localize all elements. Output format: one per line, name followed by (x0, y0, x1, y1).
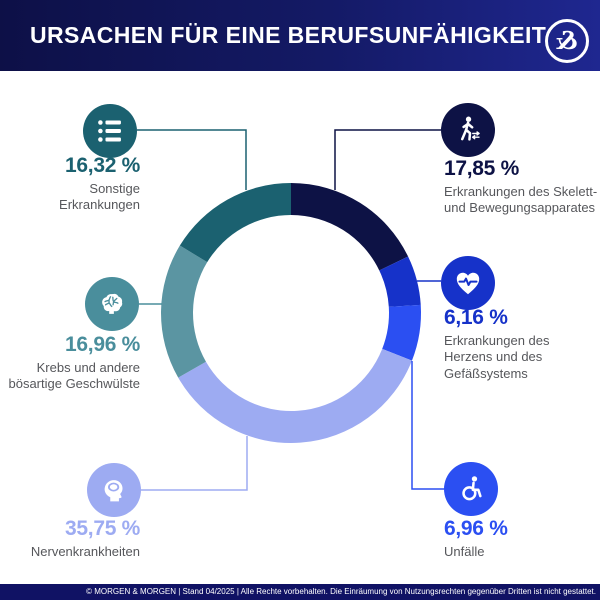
connector-line-unfaelle (411, 361, 444, 490)
percentage-value: 35,75 % (65, 517, 140, 540)
callout-skelett: 17,85 % Erkrankungen des Skelett- und Be… (444, 157, 600, 217)
connector-line-sonstige (137, 129, 247, 190)
head-silhouette-icon (87, 463, 141, 517)
percentage-value: 6,96 % (444, 517, 508, 540)
brain-icon (85, 277, 139, 331)
footer-text: © MORGEN & MORGEN | Stand 04/2025 | Alle… (86, 587, 596, 596)
callout-herz: 6,16 % Erkrankungen des Herzens und des … (444, 306, 600, 382)
percentage-value: 16,32 % (65, 154, 140, 177)
heart-pulse-icon (441, 256, 495, 310)
walking-person-icon-glyph (461, 116, 480, 141)
percentage-label: Sonstige Erkrankungen (59, 181, 140, 213)
percentage-value: 6,16 % (444, 306, 508, 329)
callout-krebs: 16,96 % Krebs und andere bösartige Gesch… (0, 333, 140, 393)
wheelchair-icon (444, 462, 498, 516)
connector-line-nerven (141, 436, 248, 491)
list-icon-glyph (98, 120, 121, 142)
callout-nervenkrankheiten: 35,75 % Nervenkrankheiten (0, 517, 140, 560)
donut-segment-herz (379, 256, 421, 307)
percentage-label: Krebs und andere bösartige Geschwülste (8, 360, 140, 392)
donut-segment-skelett (291, 183, 409, 271)
donut-segment-unfaelle (382, 304, 422, 361)
donut-segment-nerven (178, 348, 412, 443)
percentage-label: Nervenkrankheiten (30, 544, 140, 560)
head-silhouette-icon-glyph (104, 480, 123, 502)
connector-line-skelett (334, 129, 441, 190)
donut-segment-krebs (161, 245, 208, 378)
header-bar: URSACHEN FÜR EINE BERUFSUNFÄHIGKEIT & (0, 0, 600, 71)
callout-sonstige-erkrankungen: 16,32 % Sonstige Erkrankungen (0, 154, 140, 214)
percentage-label: Unfälle (444, 544, 485, 560)
page-title: URSACHEN FÜR EINE BERUFSUNFÄHIGKEIT (30, 22, 547, 48)
percentage-label: Erkrankungen des Herzens und des Gefäßsy… (444, 333, 550, 381)
morgen-morgen-logo: & (545, 19, 589, 63)
callout-unfaelle: 6,96 % Unfälle (444, 517, 600, 560)
percentage-value: 16,96 % (65, 333, 140, 356)
walking-person-icon (441, 103, 495, 157)
list-icon (83, 104, 137, 158)
wheelchair-icon-glyph (462, 476, 482, 501)
heart-pulse-icon-glyph (456, 272, 480, 295)
brain-icon-glyph (102, 293, 123, 314)
percentage-label: Erkrankungen des Skelett- und Bewegungsa… (444, 184, 598, 216)
percentage-value: 17,85 % (444, 157, 519, 180)
footer-bar: © MORGEN & MORGEN | Stand 04/2025 | Alle… (0, 584, 600, 600)
donut-segment-sonstige (179, 183, 291, 263)
